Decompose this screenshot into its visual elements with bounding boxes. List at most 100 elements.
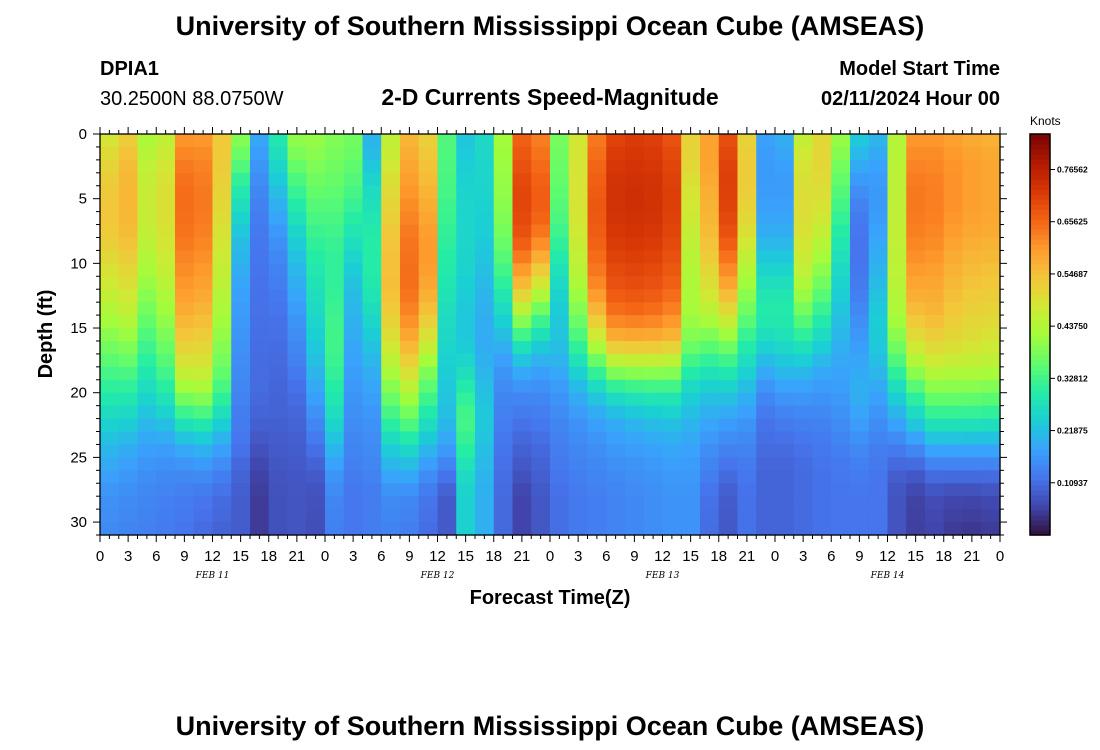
- heatmap-cell: [475, 522, 495, 536]
- colorbar-swatch: [1030, 289, 1050, 295]
- heatmap-cell: [643, 185, 664, 200]
- heatmap-cell: [662, 146, 682, 161]
- heatmap-cell: [381, 418, 401, 433]
- heatmap-cell: [212, 328, 232, 342]
- heatmap-cell: [137, 353, 157, 368]
- heatmap-cell: [775, 250, 795, 264]
- heatmap-cell: [306, 146, 326, 161]
- heatmap-cell: [193, 263, 214, 277]
- heatmap-cell: [531, 289, 551, 303]
- heatmap-cell: [681, 211, 701, 226]
- heatmap-cell: [925, 483, 945, 497]
- heatmap-cell: [493, 250, 514, 264]
- heatmap-cell: [193, 146, 214, 161]
- heatmap-cell: [306, 457, 326, 471]
- heatmap-cell: [231, 276, 251, 290]
- heatmap-cell: [962, 302, 982, 316]
- colorbar-swatch: [1030, 319, 1050, 326]
- heatmap-cell: [268, 146, 289, 161]
- heatmap-cell: [681, 522, 701, 536]
- heatmap-cell: [831, 302, 851, 316]
- heatmap-cell: [381, 315, 401, 329]
- heatmap-cell: [831, 289, 851, 303]
- heatmap-cell: [793, 172, 814, 187]
- heatmap-cell: [981, 263, 1001, 277]
- heatmap-cell: [456, 483, 476, 497]
- y-tick-label: 5: [79, 191, 87, 208]
- heatmap-cell: [493, 340, 514, 355]
- heatmap-cell: [400, 392, 420, 407]
- heatmap-cell: [775, 224, 795, 239]
- heatmap-cell: [325, 172, 345, 187]
- x-tick-label: 9: [630, 548, 638, 565]
- heatmap-cell: [137, 509, 157, 523]
- heatmap-cell: [868, 457, 889, 471]
- heatmap-cell: [475, 224, 495, 239]
- heatmap-cell: [306, 328, 326, 342]
- heatmap-cell: [550, 470, 570, 484]
- x-tick-label: 15: [907, 548, 924, 565]
- heatmap-cell: [943, 431, 964, 446]
- heatmap-cell: [550, 224, 570, 239]
- colorbar-swatch: [1030, 429, 1050, 436]
- heatmap-cell: [962, 366, 982, 381]
- heatmap-cell: [887, 185, 907, 200]
- heatmap-cell: [887, 483, 907, 497]
- heatmap-cell: [681, 185, 701, 200]
- x-tick-label: 6: [377, 548, 385, 565]
- heatmap-cell: [175, 470, 195, 484]
- heatmap-cell: [812, 366, 832, 381]
- heatmap-cell: [831, 457, 851, 471]
- heatmap-cell: [381, 237, 401, 252]
- heatmap-cell: [625, 509, 645, 523]
- heatmap-cell: [737, 444, 757, 458]
- heatmap-cell: [681, 134, 701, 148]
- heatmap-cell: [981, 134, 1001, 148]
- heatmap-cell: [981, 366, 1001, 381]
- heatmap-cell: [568, 328, 589, 342]
- heatmap-cell: [343, 431, 364, 446]
- heatmap-cell: [137, 470, 157, 484]
- heatmap-cell: [175, 340, 195, 355]
- heatmap-cell: [437, 483, 457, 497]
- heatmap-cell: [456, 263, 476, 277]
- heatmap-cell: [775, 392, 795, 407]
- heatmap-cell: [437, 172, 457, 187]
- heatmap-cell: [550, 379, 570, 394]
- heatmap-cell: [718, 328, 739, 342]
- heatmap-cell: [737, 146, 757, 161]
- heatmap-cell: [887, 444, 907, 458]
- x-tick-label: 21: [739, 548, 756, 565]
- heatmap-cell: [962, 496, 982, 510]
- heatmap-cell: [925, 405, 945, 420]
- colorbar-swatch: [1030, 299, 1050, 306]
- heatmap-cell: [887, 379, 907, 394]
- heatmap-cell: [831, 483, 851, 497]
- heatmap-cell: [887, 315, 907, 329]
- heatmap-cell: [700, 237, 720, 252]
- heatmap-cell: [606, 405, 626, 420]
- heatmap-cell: [231, 418, 251, 433]
- heatmap-cell: [906, 509, 926, 523]
- heatmap-cell: [850, 353, 870, 368]
- heatmap-cell: [137, 276, 157, 290]
- colorbar-swatch: [1030, 239, 1050, 245]
- heatmap-cell: [625, 302, 645, 316]
- x-tick-label: 6: [602, 548, 610, 565]
- heatmap-cell: [381, 366, 401, 381]
- heatmap-cell: [212, 431, 232, 446]
- heatmap-cell: [775, 328, 795, 342]
- heatmap-cell: [250, 418, 270, 433]
- heatmap-cell: [850, 302, 870, 316]
- heatmap-cell: [418, 405, 439, 420]
- heatmap-cell: [156, 172, 176, 187]
- heatmap-cell: [868, 470, 889, 484]
- heatmap-cell: [512, 315, 532, 329]
- heatmap-cell: [775, 263, 795, 277]
- heatmap-cell: [531, 379, 551, 394]
- heatmap-cell: [775, 237, 795, 252]
- colorbar-swatch: [1030, 519, 1050, 526]
- heatmap-cell: [100, 211, 120, 226]
- heatmap-cell: [962, 224, 982, 239]
- heatmap-cell: [362, 289, 382, 303]
